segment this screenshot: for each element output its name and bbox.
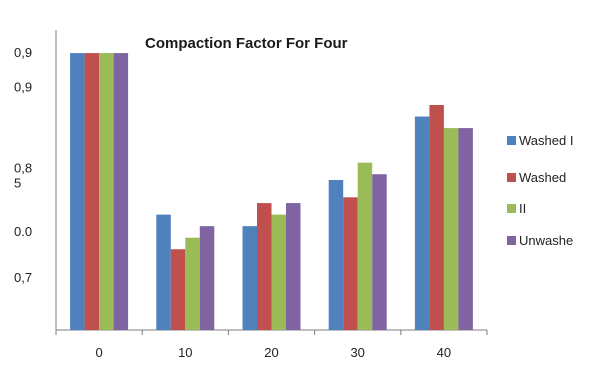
bar-unwashe-0 xyxy=(113,53,129,330)
chart-title: Compaction Factor For Four xyxy=(145,35,348,52)
legend-swatch xyxy=(507,136,516,145)
y-tick-label: 0,8 xyxy=(14,160,32,175)
y-tick-label: 0,9 xyxy=(14,45,32,60)
bar-unwashe-10 xyxy=(199,226,215,330)
bar-ii-10 xyxy=(185,237,200,330)
y-tick-label: 0.0 xyxy=(14,224,32,239)
legend-label: Unwashe xyxy=(519,233,573,248)
bar-washed-i-0 xyxy=(70,53,85,330)
x-tick-label: 40 xyxy=(437,345,451,360)
y-tick-label: 0,9 xyxy=(14,80,32,95)
legend-swatch xyxy=(507,173,516,182)
x-tick-label: 20 xyxy=(264,345,278,360)
bar-ii-40 xyxy=(443,128,459,330)
x-tick-label: 10 xyxy=(178,345,192,360)
bar-washed-30 xyxy=(343,197,358,330)
bar-ii-20 xyxy=(271,214,286,330)
bar-washed-0 xyxy=(84,53,100,330)
y-tick-label: 5 xyxy=(14,175,21,190)
bar-washed-20 xyxy=(257,203,272,330)
legend-label: Washed I xyxy=(519,133,573,148)
bar-ii-0 xyxy=(99,53,114,330)
bar-washed-i-30 xyxy=(328,180,344,330)
bar-washed-i-20 xyxy=(242,226,257,330)
x-tick-label: 30 xyxy=(350,345,364,360)
legend-label: Washed xyxy=(519,170,566,185)
y-tick-label: 0,7 xyxy=(14,270,32,285)
bar-washed-10 xyxy=(170,249,186,330)
plot-area: 0,9 0,9 0,85 0.0 0,7 0 10 20 30 40 xyxy=(14,30,488,360)
bar-washed-40 xyxy=(429,105,444,330)
legend-label: II xyxy=(519,201,526,216)
x-tick-label: 0 xyxy=(95,345,102,360)
bar-unwashe-30 xyxy=(372,174,387,330)
legend-swatch xyxy=(507,204,516,213)
bar-unwashe-40 xyxy=(458,128,473,330)
bar-washed-i-40 xyxy=(414,116,430,331)
legend: Washed I Washed II Unwashe xyxy=(507,133,573,248)
legend-swatch xyxy=(507,236,516,245)
bar-unwashe-20 xyxy=(286,203,301,330)
bar-washed-i-10 xyxy=(156,214,171,330)
bar-ii-30 xyxy=(357,162,373,330)
